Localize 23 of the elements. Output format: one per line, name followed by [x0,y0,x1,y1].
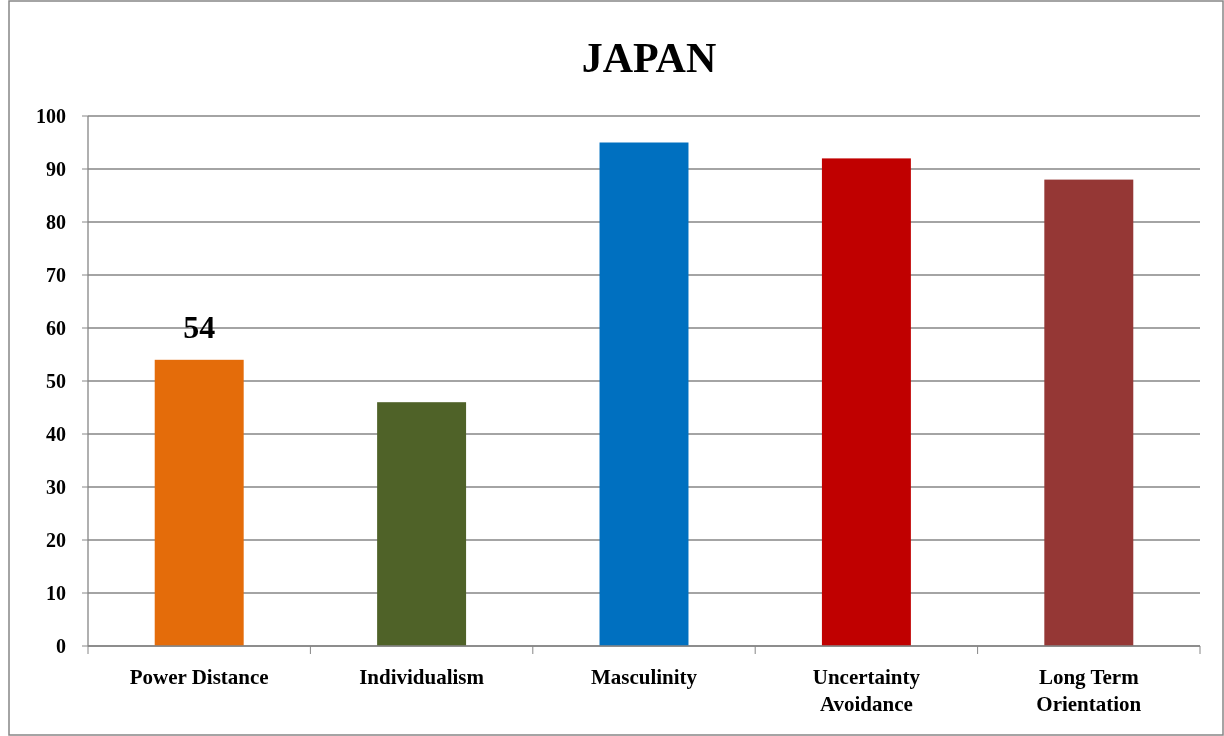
x-tick-label: Power Distance [129,665,269,689]
data-label: 54 [183,308,216,345]
x-tick-label: Long Term Orientation [1036,665,1142,716]
x-tick-label: Individualism [359,665,485,689]
x-tick-label: Masculinity [590,665,698,689]
y-tick-label: 40 [46,423,66,445]
y-tick-label: 50 [46,370,66,392]
bar [821,158,911,646]
y-tick-label: 0 [56,635,66,657]
y-tick-label: 80 [46,211,66,233]
bar [377,402,467,646]
bar [1044,179,1134,646]
bar [599,142,689,646]
y-tick-label: 10 [46,582,66,604]
bar [154,359,244,646]
y-tick-label: 70 [46,264,66,286]
y-tick-label: 100 [36,105,66,127]
y-tick-label: 90 [46,158,66,180]
chart-title: JAPAN [581,35,717,81]
x-tick-label: Uncertainty Avoidance [812,665,921,716]
y-tick-label: 20 [46,529,66,551]
y-tick-label: 30 [46,476,66,498]
y-tick-label: 60 [46,317,66,339]
